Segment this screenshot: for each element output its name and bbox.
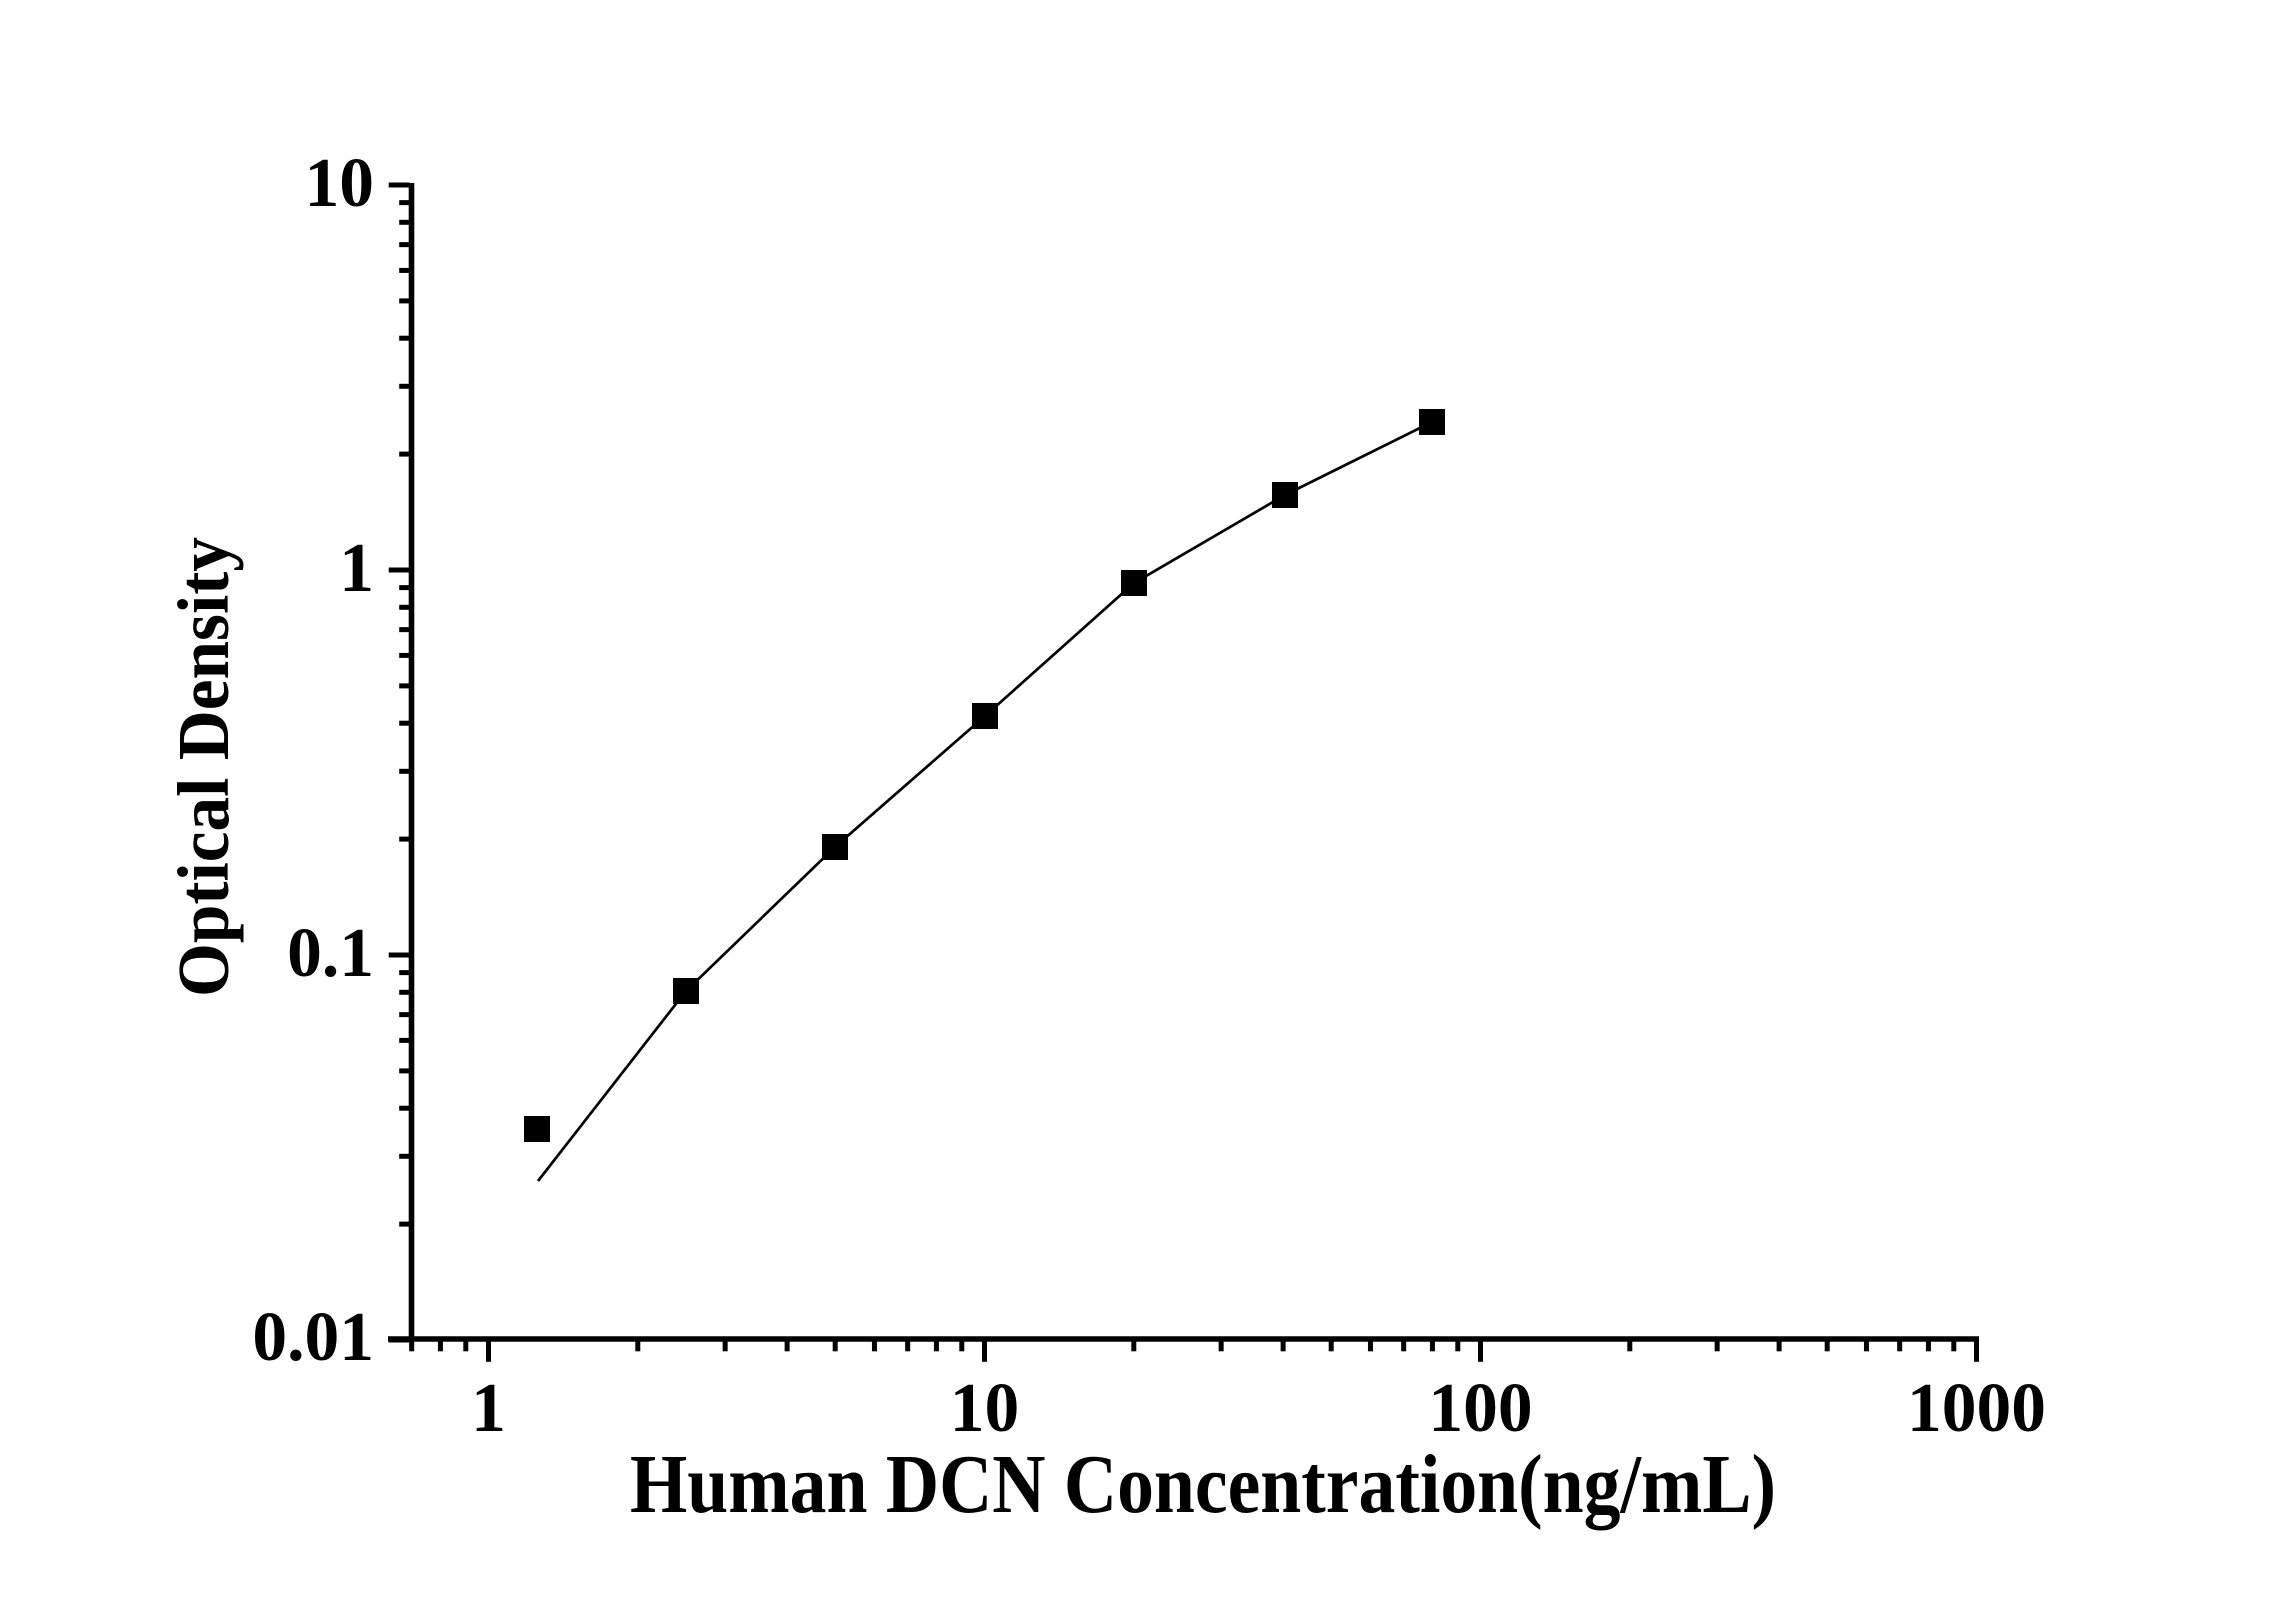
svg-text:1: 1 bbox=[339, 530, 374, 607]
svg-text:Optical Density: Optical Density bbox=[163, 537, 244, 997]
svg-text:10: 10 bbox=[305, 145, 375, 222]
svg-text:1: 1 bbox=[471, 1370, 506, 1447]
svg-text:10: 10 bbox=[950, 1370, 1020, 1447]
svg-text:Human DCN Concentration(ng/mL): Human DCN Concentration(ng/mL) bbox=[630, 1438, 1776, 1531]
svg-text:0.1: 0.1 bbox=[287, 915, 374, 992]
svg-text:100: 100 bbox=[1428, 1370, 1532, 1447]
svg-text:1000: 1000 bbox=[1907, 1370, 2046, 1447]
svg-text:0.01: 0.01 bbox=[252, 1299, 374, 1376]
